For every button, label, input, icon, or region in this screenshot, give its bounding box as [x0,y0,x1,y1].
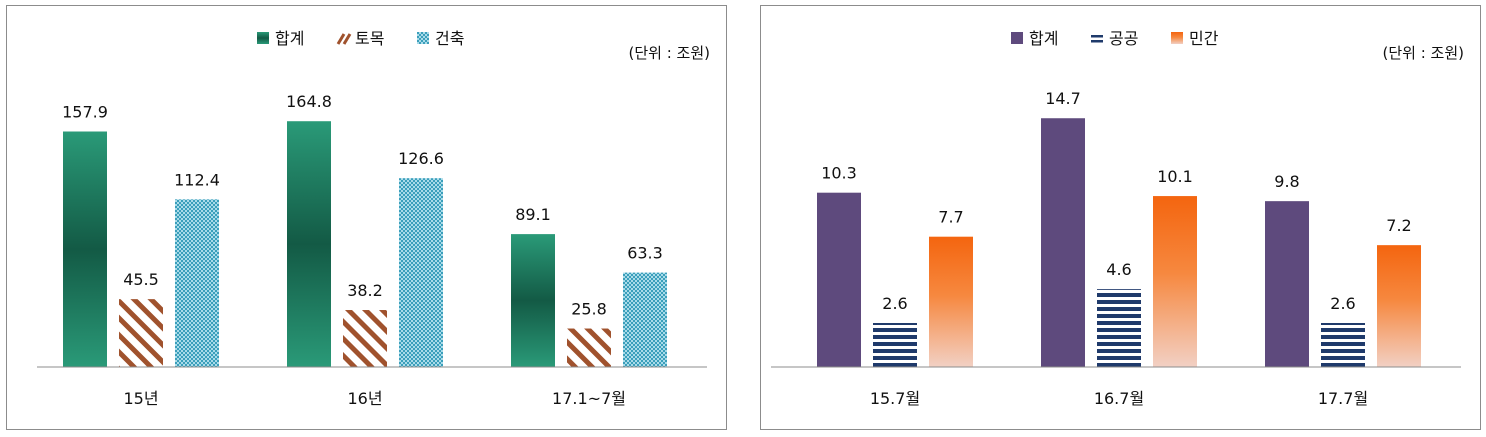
data-label: 89.1 [515,205,551,224]
legend: 합계 공공 민간 [1011,29,1219,48]
category-label: 17.1~7월 [552,389,626,408]
category-group: 89.1 25.8 63.3 17.1~7월 [511,205,667,408]
data-label: 14.7 [1045,89,1081,108]
category-group: 10.3 2.6 7.7 15.7월 [817,164,973,408]
legend-item: 토목 [336,29,384,48]
plot-area: 157.9 45.5 112.4 15년 164.8 38.2 126.6 16년 89.1 25… [62,92,667,408]
legend-swatch [1171,32,1183,44]
bar [119,299,163,367]
data-label: 10.1 [1157,167,1193,186]
data-label: 2.6 [1330,294,1355,313]
data-label: 45.5 [123,270,159,289]
legend-item: 민간 [1171,29,1219,48]
bar [873,323,917,367]
chart-panel-left: 157.9 45.5 112.4 15년 164.8 38.2 126.6 16년 89.1 25… [6,5,727,430]
legend-swatch [1011,32,1023,44]
data-label: 2.6 [882,294,907,313]
category-label: 15.7월 [870,389,920,408]
chart-panel-right: 10.3 2.6 7.7 15.7월 14.7 4.6 10.1 16.7월 9.8 2.6 7.2… [760,5,1481,430]
chart-right-svg: 10.3 2.6 7.7 15.7월 14.7 4.6 10.1 16.7월 9.8 2.6 7.2… [771,29,1465,408]
data-label: 9.8 [1274,172,1299,191]
unit-note: (단위 : 조원) [629,44,711,62]
bar [343,310,387,367]
bar [1097,289,1141,367]
bar [287,121,331,367]
bar [1153,196,1197,367]
bar [1377,245,1421,367]
bar [175,199,219,367]
bar [817,192,861,367]
legend-swatch [336,33,352,45]
legend-label: 합계 [275,29,304,48]
data-label: 7.7 [938,208,963,227]
legend-swatch [417,32,429,44]
legend-item: 건축 [417,29,464,48]
legend-label: 합계 [1029,29,1058,48]
legend-label: 민간 [1189,29,1219,48]
legend-swatch [1091,35,1103,43]
bar [623,272,667,367]
data-label: 126.6 [398,149,444,168]
legend-item: 합계 [257,29,304,48]
bar [929,236,973,367]
bar [1321,323,1365,367]
chart-left-svg: 157.9 45.5 112.4 15년 164.8 38.2 126.6 16년 89.1 25… [37,29,711,408]
unit-note: (단위 : 조원) [1383,44,1465,62]
legend-label: 건축 [435,29,464,48]
plot-area: 10.3 2.6 7.7 15.7월 14.7 4.6 10.1 16.7월 9.8 2.6 7.2… [817,89,1421,408]
data-label: 10.3 [821,164,857,183]
category-group: 164.8 38.2 126.6 16년 [286,92,444,408]
legend-item: 합계 [1011,29,1058,48]
data-label: 164.8 [286,92,332,111]
data-label: 38.2 [347,281,383,300]
data-label: 4.6 [1106,260,1131,279]
category-group: 157.9 45.5 112.4 15년 [62,103,220,408]
data-label: 157.9 [62,103,108,122]
legend: 합계 토목 건축 [257,29,464,48]
bar [1041,118,1085,367]
category-group: 9.8 2.6 7.2 17.7월 [1265,172,1421,408]
category-label: 17.7월 [1318,389,1368,408]
bar [399,178,443,367]
data-label: 25.8 [571,300,607,319]
legend-label: 공공 [1109,29,1138,48]
bar [567,328,611,367]
legend-label: 토목 [355,29,384,48]
category-label: 16.7월 [1094,389,1144,408]
bar [63,131,107,367]
legend-swatch [257,32,269,44]
category-label: 15년 [123,389,158,408]
data-label: 63.3 [627,244,663,263]
legend-item: 공공 [1091,29,1138,48]
bar [1265,201,1309,367]
bar [511,234,555,367]
category-label: 16년 [347,389,382,408]
data-label: 112.4 [174,170,220,189]
data-label: 7.2 [1386,216,1411,235]
category-group: 14.7 4.6 10.1 16.7월 [1041,89,1197,408]
